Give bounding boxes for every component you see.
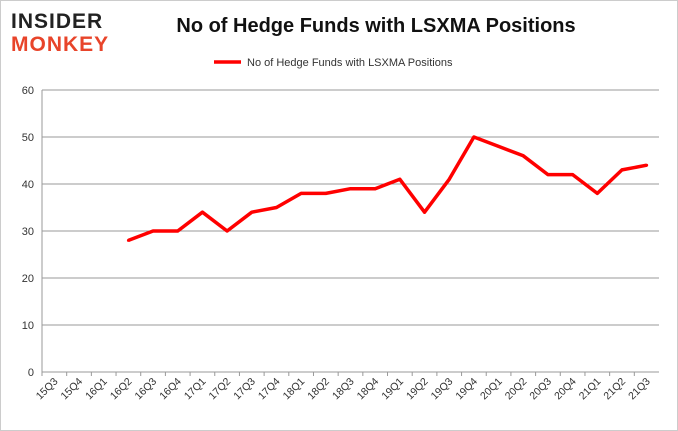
data-point [225,229,229,233]
x-tick-label: 17Q1 [182,376,209,403]
x-tick-label: 15Q3 [34,376,61,403]
data-point [645,163,649,167]
data-point [274,206,278,209]
data-point [521,154,525,158]
data-point [620,168,624,172]
y-tick-label: 20 [22,273,34,285]
data-point [571,173,575,177]
chart-title: No of Hedge Funds with LSXMA Positions [176,15,576,37]
svg-text:INSIDER: INSIDER [11,10,103,33]
data-point [176,229,180,233]
x-tick-label: 20Q2 [503,376,530,403]
x-tick-label: 21Q2 [601,376,628,403]
y-tick-label: 10 [22,320,34,332]
x-tick-label: 15Q4 [58,376,85,403]
x-tick-label: 21Q1 [577,376,604,403]
x-tick-label: 21Q3 [626,376,653,403]
x-tick-label: 19Q2 [404,376,431,403]
x-tick-label: 20Q4 [552,376,579,403]
x-tick-label: 17Q4 [256,376,283,403]
data-point [126,238,130,242]
data-point [497,144,501,148]
data-point [423,210,427,214]
data-point [595,191,599,195]
x-tick-label: 20Q3 [527,376,554,403]
legend-label: No of Hedge Funds with LSXMA Positions [247,57,453,69]
data-point [324,191,328,195]
x-tick-label: 18Q2 [305,376,332,403]
x-tick-label: 19Q4 [453,376,480,403]
y-tick-label: 0 [28,367,34,379]
x-tick-label: 16Q4 [157,376,184,403]
data-point [373,187,377,191]
data-point [200,210,204,214]
x-tick-label: 17Q3 [231,376,258,403]
x-tick-label: 16Q1 [83,376,110,403]
y-tick-label: 50 [22,132,34,144]
data-point [546,173,550,177]
x-tick-label: 19Q3 [429,376,456,403]
x-tick-label: 18Q4 [355,376,382,403]
x-tick-label: 20Q1 [478,376,505,403]
x-tick-label: 18Q1 [281,376,308,403]
data-point [472,135,476,139]
data-point [447,177,451,181]
data-point [398,177,402,181]
x-tick-label: 16Q3 [133,376,160,403]
data-point [349,187,352,191]
x-tick-label: 18Q3 [330,376,357,403]
y-tick-label: 60 [22,85,34,97]
data-point [151,229,155,233]
x-tick-label: 17Q2 [207,376,234,403]
series-line [127,135,647,243]
y-tick-label: 30 [22,226,34,238]
x-tick-label: 19Q1 [379,376,406,403]
data-point [250,210,254,214]
x-tick-label: 16Q2 [108,376,135,403]
insider-monkey-logo: INSIDER MONKEY [11,10,109,56]
data-point [299,191,303,195]
y-tick-label: 40 [22,179,34,191]
svg-text:MONKEY: MONKEY [11,33,109,56]
